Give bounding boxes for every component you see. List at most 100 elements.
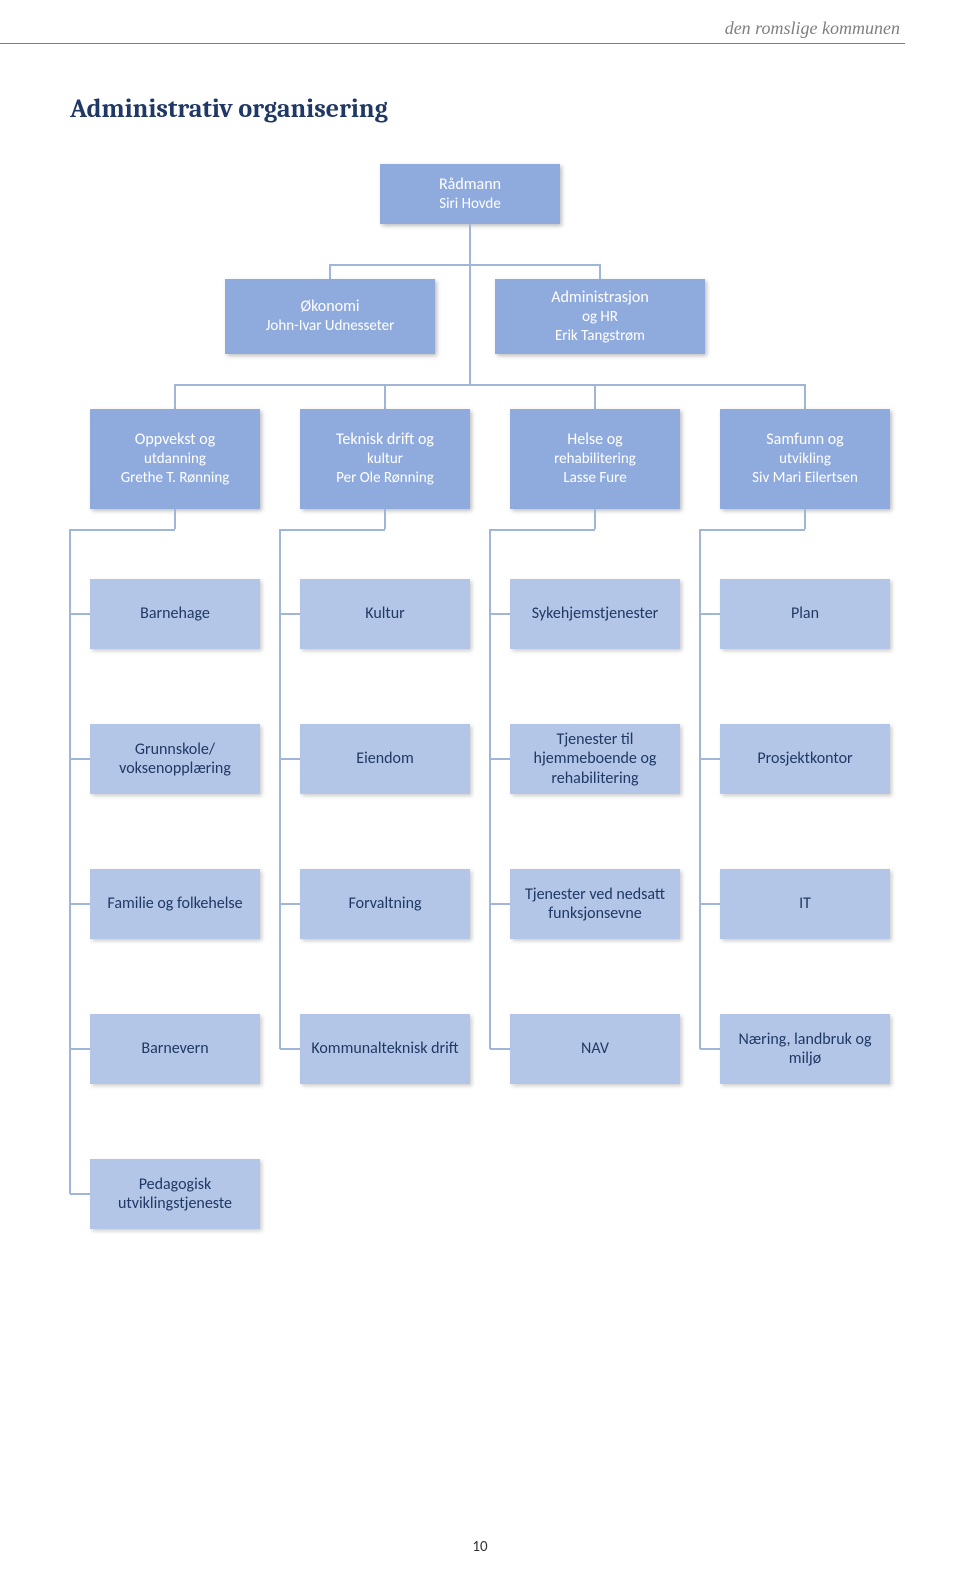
conn-col-1-spine — [279, 529, 281, 1049]
conn-col-2-r1-stub — [490, 758, 510, 760]
sub-box-r1-c1-title: Eiendom — [356, 749, 413, 768]
dept-box-3-sub: utvikling — [779, 450, 831, 469]
sub-box-r0-c0: Barnehage — [90, 579, 260, 649]
sub-box-r0-c1-title: Kultur — [365, 604, 404, 623]
top-box-sub: Siri Hovde — [439, 195, 501, 214]
conn-col-0-v0 — [174, 509, 176, 529]
sub-box-r3-c0-title: Barnevern — [141, 1039, 208, 1058]
sub-box-r3-c2: NAV — [510, 1014, 680, 1084]
sub-box-r1-c2: Tjenester til hjemmeboende og rehabilite… — [510, 724, 680, 794]
conn-col-2-h0 — [490, 529, 595, 531]
sub-box-r2-c1: Forvaltning — [300, 869, 470, 939]
dept-box-3-title: Samfunn og — [766, 430, 843, 450]
sub-box-r2-c2: Tjenester ved nedsatt funksjonsevne — [510, 869, 680, 939]
sub-box-r3-c0: Barnevern — [90, 1014, 260, 1084]
sub-box-r2-c0-title: Familie og folkehelse — [107, 894, 242, 913]
dept-box-3-sub: Siv Mari Eilertsen — [752, 469, 858, 488]
conn-col-0-r1-stub — [70, 758, 90, 760]
conn-dept-stub-2 — [594, 384, 596, 409]
conn-col-3-r3-stub — [700, 1048, 720, 1050]
dept-box-0-sub: Grethe T. Rønning — [121, 469, 230, 488]
dept-box-3: Samfunn ogutviklingSiv Mari Eilertsen — [720, 409, 890, 509]
top-box: RådmannSiri Hovde — [380, 164, 560, 224]
staff-box-0-sub: John-Ivar Udnesseter — [266, 317, 395, 336]
staff-box-1: Administrasjonog HRErik Tangstrøm — [495, 279, 705, 354]
sub-box-r1-c2-title: Tjenester til hjemmeboende og rehabilite… — [514, 730, 676, 788]
sub-box-r2-c3: IT — [720, 869, 890, 939]
conn-top-v2 — [469, 264, 471, 384]
conn-col-1-r3-stub — [280, 1048, 300, 1050]
staff-box-1-sub: Erik Tangstrøm — [555, 327, 645, 346]
conn-col-2-spine — [489, 529, 491, 1049]
conn-dept-stub-3 — [804, 384, 806, 409]
conn-col-0-r3-stub — [70, 1048, 90, 1050]
sub-box-r1-c1: Eiendom — [300, 724, 470, 794]
sub-box-r0-c3: Plan — [720, 579, 890, 649]
sub-box-r2-c3-title: IT — [799, 894, 811, 913]
sub-box-r2-c1-title: Forvaltning — [349, 894, 422, 913]
sub-box-r4-c0-title: Pedagogisk utviklingstjeneste — [94, 1175, 256, 1213]
staff-box-1-title: Administrasjon — [551, 288, 648, 308]
conn-dept-stub-1 — [384, 384, 386, 409]
dept-box-2-title: Helse og — [567, 430, 622, 450]
conn-dept-bus — [175, 384, 805, 386]
conn-col-1-r1-stub — [280, 758, 300, 760]
dept-box-1-title: Teknisk drift og — [336, 430, 434, 450]
dept-box-0: Oppvekst ogutdanningGrethe T. Rønning — [90, 409, 260, 509]
sub-box-r0-c1: Kultur — [300, 579, 470, 649]
sub-box-r1-c3: Prosjektkontor — [720, 724, 890, 794]
page-number: 10 — [0, 1538, 960, 1556]
staff-box-1-sub: og HR — [582, 308, 618, 327]
conn-col-1-v0 — [384, 509, 386, 529]
dept-box-2-sub: rehabilitering — [554, 450, 636, 469]
sub-box-r1-c0: Grunnskole/ voksenopplæring — [90, 724, 260, 794]
sub-box-r3-c1: Kommunalteknisk drift — [300, 1014, 470, 1084]
sub-box-r0-c3-title: Plan — [791, 604, 819, 623]
conn-col-3-r0-stub — [700, 613, 720, 615]
sub-box-r3-c1-title: Kommunalteknisk drift — [311, 1039, 458, 1058]
sub-box-r0-c2: Sykehjemstjenester — [510, 579, 680, 649]
dept-box-0-title: Oppvekst og — [135, 430, 216, 450]
page-title: Administrativ organisering — [0, 44, 960, 164]
sub-box-r2-c0: Familie og folkehelse — [90, 869, 260, 939]
sub-box-r3-c3-title: Næring, landbruk og miljø — [724, 1030, 886, 1068]
conn-staff-stub-0 — [329, 264, 331, 279]
sub-box-r3-c3: Næring, landbruk og miljø — [720, 1014, 890, 1084]
conn-col-0-r0-stub — [70, 613, 90, 615]
conn-col-2-r0-stub — [490, 613, 510, 615]
org-chart: RådmannSiri Hovde ØkonomiJohn-Ivar Udness… — [50, 164, 910, 1264]
conn-col-3-spine — [699, 529, 701, 1049]
sub-box-r3-c2-title: NAV — [581, 1039, 609, 1058]
sub-box-r1-c0-title: Grunnskole/ voksenopplæring — [94, 740, 256, 778]
sub-box-r1-c3-title: Prosjektkontor — [757, 749, 852, 768]
dept-box-1-sub: Per Ole Rønning — [336, 469, 434, 488]
conn-dept-stub-0 — [174, 384, 176, 409]
conn-staff-bus — [330, 264, 600, 266]
conn-col-2-v0 — [594, 509, 596, 529]
conn-col-0-spine — [69, 529, 71, 1194]
dept-box-2-sub: Lasse Fure — [563, 469, 626, 488]
dept-box-1: Teknisk drift ogkulturPer Ole Rønning — [300, 409, 470, 509]
dept-box-0-sub: utdanning — [144, 450, 206, 469]
sub-box-r4-c0: Pedagogisk utviklingstjeneste — [90, 1159, 260, 1229]
sub-box-r2-c2-title: Tjenester ved nedsatt funksjonsevne — [514, 885, 676, 923]
conn-col-3-v0 — [804, 509, 806, 529]
conn-col-1-r2-stub — [280, 903, 300, 905]
conn-col-2-r2-stub — [490, 903, 510, 905]
staff-box-0: ØkonomiJohn-Ivar Udnesseter — [225, 279, 435, 354]
conn-col-0-h0 — [70, 529, 175, 531]
top-box-title: Rådmann — [439, 175, 501, 195]
sub-box-r0-c2-title: Sykehjemstjenester — [532, 604, 659, 623]
header-tagline: den romslige kommunen — [0, 0, 960, 43]
conn-col-2-r3-stub — [490, 1048, 510, 1050]
conn-col-1-r0-stub — [280, 613, 300, 615]
dept-box-2: Helse ogrehabiliteringLasse Fure — [510, 409, 680, 509]
conn-staff-stub-1 — [599, 264, 601, 279]
sub-box-r0-c0-title: Barnehage — [140, 604, 210, 623]
staff-box-0-title: Økonomi — [300, 297, 359, 317]
conn-top-v1 — [469, 224, 471, 264]
conn-col-3-r1-stub — [700, 758, 720, 760]
conn-col-1-h0 — [280, 529, 385, 531]
conn-col-0-r2-stub — [70, 903, 90, 905]
dept-box-1-sub: kultur — [367, 450, 403, 469]
